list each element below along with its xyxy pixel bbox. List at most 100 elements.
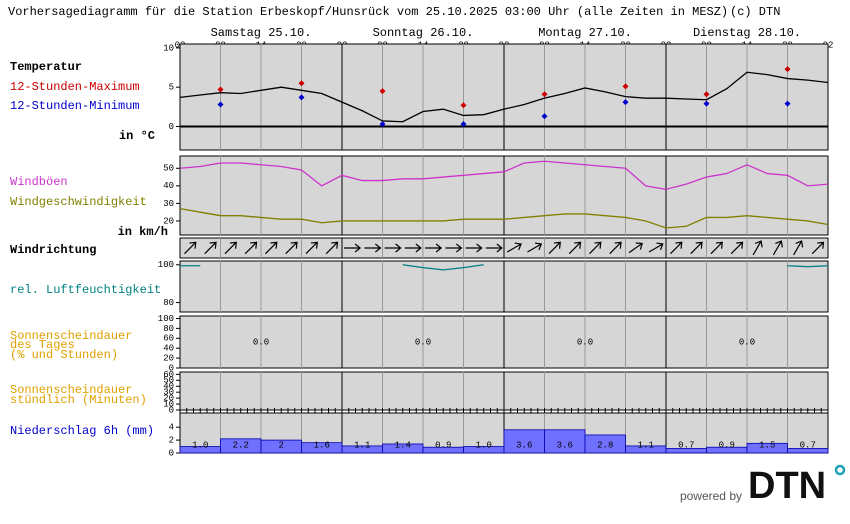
- arrow-shape: [589, 241, 602, 255]
- arrow-shape: [548, 241, 561, 255]
- arrow-shape: [628, 242, 643, 254]
- wind-arrow: [384, 243, 402, 253]
- wind-arrow: [425, 243, 443, 253]
- series-line: [179, 208, 829, 229]
- wind-arrow: [265, 241, 278, 255]
- marker: [622, 83, 629, 90]
- value-label: 0.7: [678, 440, 694, 450]
- sun-label: des Tages: [10, 338, 75, 352]
- value-label: 3.6: [557, 440, 573, 450]
- arrow-shape: [425, 243, 443, 253]
- y-tick-label: 0: [169, 363, 174, 373]
- marker: [379, 88, 386, 95]
- arrow-shape: [184, 241, 197, 255]
- value-label: 0.0: [253, 337, 269, 347]
- arrow-shape: [404, 243, 422, 253]
- wind-arrow: [648, 242, 664, 253]
- value-label: 0.9: [719, 440, 735, 450]
- copyright: (c) DTN: [730, 5, 780, 19]
- y-tick-label: 50: [163, 164, 174, 174]
- y-tick-label: 100: [158, 260, 174, 270]
- y-tick-label: 80: [163, 324, 174, 334]
- wind-arrow: [204, 241, 217, 255]
- arrow-shape: [730, 241, 744, 255]
- arrow-shape: [670, 241, 683, 255]
- y-tick-label: 40: [163, 181, 174, 191]
- arrow-shape: [485, 243, 503, 253]
- y-tick-label: 20: [163, 394, 174, 404]
- y-tick-label: 40: [163, 382, 174, 392]
- value-label: 1.1: [638, 440, 654, 450]
- marker: [298, 94, 305, 101]
- arrow-shape: [244, 241, 258, 255]
- wind-arrow: [485, 243, 503, 253]
- value-label: 0.0: [739, 337, 755, 347]
- wind-arrow: [325, 241, 339, 255]
- wind-arrow: [752, 240, 763, 256]
- y-tick-label: 4: [169, 423, 174, 433]
- marker: [703, 100, 710, 107]
- value-label: 0.0: [577, 337, 593, 347]
- sun-label: (% und Stunden): [10, 348, 118, 362]
- sunh-label: Sonnenscheindauer: [10, 383, 132, 397]
- marker: [784, 100, 791, 107]
- arrow-shape: [690, 241, 703, 255]
- marker: [298, 80, 305, 87]
- arrow-shape: [527, 242, 543, 253]
- wind-arrow: [285, 241, 298, 255]
- arrow-shape: [506, 242, 522, 253]
- wind-arrow: [628, 242, 643, 254]
- arrow-shape: [445, 243, 463, 253]
- marker: [460, 121, 467, 128]
- arrow-shape: [710, 241, 723, 255]
- series-line: [179, 71, 829, 123]
- legend-rh: rel. Luftfeuchtigkeit: [10, 283, 161, 297]
- day-label: Dienstag 28.10.: [693, 26, 801, 40]
- wind-arrow: [404, 243, 422, 253]
- title: Vorhersagediagramm für die Station Erbes…: [8, 5, 728, 19]
- logo-dot: [834, 464, 846, 476]
- day-label: Samstag 25.10.: [211, 26, 312, 40]
- legend-min: 12-Stunden-Minimum: [10, 99, 140, 113]
- series-line: [180, 264, 829, 271]
- wind-arrow: [730, 241, 744, 255]
- value-label: 0.7: [800, 440, 816, 450]
- y-tick-label: 0: [169, 122, 174, 132]
- arrow-shape: [325, 241, 339, 255]
- arrow-shape: [568, 241, 582, 255]
- y-tick-label: 5: [169, 83, 174, 93]
- marker: [217, 101, 224, 108]
- wind-unit: in km/h: [118, 225, 168, 239]
- marker: [379, 121, 386, 128]
- day-label: Sonntag 26.10.: [373, 26, 474, 40]
- value-label: 1.4: [395, 440, 411, 450]
- value-label: 3.6: [516, 440, 532, 450]
- marker: [703, 91, 710, 98]
- arrow-shape: [224, 241, 237, 255]
- value-label: 1.1: [354, 440, 370, 450]
- sun-label: Sonnenscheindauer: [10, 329, 132, 343]
- y-tick-label: 30: [163, 199, 174, 209]
- arrow-shape: [793, 240, 804, 256]
- wind-arrow: [506, 242, 522, 253]
- value-label: 0.0: [415, 337, 431, 347]
- wind-arrow: [224, 241, 237, 255]
- arrow-shape: [305, 241, 318, 255]
- marker: [622, 99, 629, 106]
- sunh-label: stündlich (Minuten): [10, 393, 147, 407]
- marker: [217, 86, 224, 93]
- wind-arrow: [670, 241, 683, 255]
- wind-arrow: [465, 243, 483, 253]
- wind-arrow: [690, 241, 703, 255]
- y-tick-label: 30: [163, 388, 174, 398]
- y-tick-label: 2: [169, 435, 174, 445]
- arrow-shape: [285, 241, 298, 255]
- value-label: 2: [279, 440, 284, 450]
- y-tick-label: 100: [158, 314, 174, 324]
- temp-unit: in °C: [119, 129, 155, 143]
- value-label: 0.9: [435, 440, 451, 450]
- arrow-shape: [344, 243, 362, 253]
- arrow-shape: [772, 240, 783, 256]
- wind-arrow: [305, 241, 318, 255]
- y-tick-label: 80: [163, 298, 174, 308]
